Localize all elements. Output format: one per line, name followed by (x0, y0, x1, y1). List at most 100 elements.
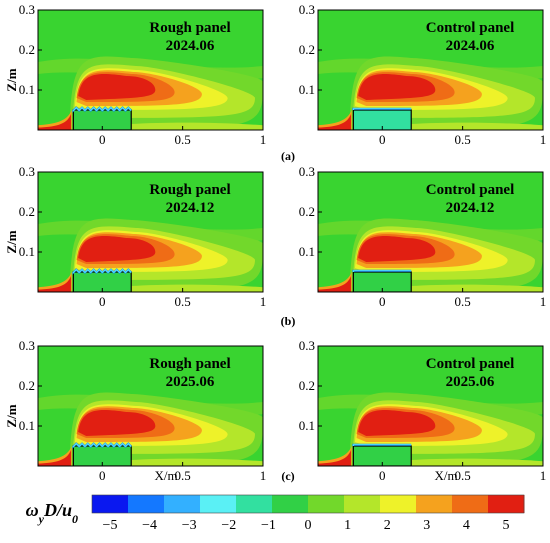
row-labels: (a) (b) (c) (281, 149, 296, 483)
colorbar: ωyD/u0 −5 −4 −3 −2 −1 0 1 2 3 4 5 (26, 494, 525, 533)
colorbar-tick-label: −2 (221, 518, 236, 533)
y-axis-label: Z/m (4, 404, 19, 427)
x-tick-label: 0 (99, 132, 106, 147)
colorbar-tick-label: −4 (142, 518, 157, 533)
panel-date: 2025.06 (446, 374, 495, 390)
row-label-c: (c) (281, 469, 294, 483)
colorbar-cell-minus1 (236, 495, 273, 513)
colorbar-tick-label: 1 (344, 518, 351, 533)
colorbar-tick-label: 2 (384, 518, 391, 533)
y-tick-label: 0.3 (19, 2, 35, 17)
panels-layer: 0 0.5 1 0.1 0.2 0.3 Z/m Rough panel 2024.06 0 0.5 1… (4, 2, 546, 483)
surface-shear-layer-inner (72, 442, 132, 448)
y-tick-label: 0.2 (299, 204, 315, 219)
colorbar-tick-label: 3 (423, 518, 430, 533)
y-tick-label: 0.3 (299, 338, 315, 353)
y-tick-label: 0.3 (299, 2, 315, 17)
row-label-a: (a) (281, 149, 295, 163)
y-tick-label: 0.3 (299, 164, 315, 179)
panel-date: 2024.06 (166, 38, 215, 54)
contour-field (318, 346, 543, 466)
contour-field (38, 172, 263, 292)
contour-wake-five (358, 74, 436, 100)
plot-frame (37, 171, 264, 293)
x-tick-label: 0 (99, 294, 106, 309)
colorbar-cell-minus4 (128, 495, 165, 513)
contour-ground-wake (131, 284, 263, 292)
contour-ground-wake (131, 122, 263, 130)
y-tick-label: 0.1 (19, 82, 35, 97)
panel-c-right: 0 0.5 1 0.1 0.2 0.3 X/m Control panel 2025.06 (299, 338, 547, 483)
colorbar-tick-label: −3 (182, 518, 197, 533)
x-tick-label: 1 (260, 132, 267, 147)
panel-date: 2024.12 (166, 200, 215, 216)
plot-frame (317, 345, 544, 467)
x-tick-label: 0 (379, 468, 386, 483)
y-tick-label: 0.1 (299, 244, 315, 259)
colorbar-cells (91, 494, 525, 514)
x-tick-label: 0 (379, 294, 386, 309)
surface-shear-layer-inner (72, 106, 132, 112)
colorbar-tick-label: 4 (463, 518, 470, 533)
colorbar-ticks: −5 −4 −3 −2 −1 0 1 2 3 4 5 (103, 518, 510, 533)
y-axis-label: Z/m (4, 68, 19, 91)
x-tick-label: 0 (99, 468, 106, 483)
colorbar-cell-two (344, 495, 381, 513)
colorbar-cell-minus2 (200, 495, 237, 513)
y-tick-label: 0.1 (19, 244, 35, 259)
panel-box (352, 109, 412, 130)
panel-title: Control panel (426, 20, 514, 36)
panel-c-left: 0 0.5 1 0.1 0.2 0.3 Z/m X/m Rough panel 2025.06 (4, 338, 266, 483)
colorbar-cell-five_low (452, 495, 489, 513)
contour-ground-wake (411, 284, 543, 292)
contour-ground-five (38, 114, 71, 130)
x-tick-label: 0.5 (455, 468, 471, 483)
y-tick-label: 0.3 (19, 338, 35, 353)
y-axis-label: Z/m (4, 230, 19, 253)
x-tick-label: 1 (540, 468, 547, 483)
x-tick-label: 0.5 (455, 294, 471, 309)
panel-date: 2024.12 (446, 200, 495, 216)
panel-title: Control panel (426, 182, 514, 198)
y-tick-label: 0.1 (299, 82, 315, 97)
panel-title: Rough panel (149, 20, 230, 36)
contour-ground-wake (131, 458, 263, 466)
x-tick-label: 1 (260, 468, 267, 483)
colorbar-cell-minus3 (164, 495, 201, 513)
contour-field (38, 346, 263, 466)
x-tick-label: 0.5 (175, 132, 191, 147)
x-tick-label: 0 (379, 132, 386, 147)
contour-ground-five (318, 276, 351, 292)
colorbar-cell-three (380, 495, 417, 513)
contour-ground-five (38, 450, 71, 466)
x-tick-label: 0.5 (175, 294, 191, 309)
colorbar-tick-label: 5 (503, 518, 510, 533)
contour-ground-wake (411, 122, 543, 130)
contour-field (38, 10, 263, 130)
colorbar-frame (91, 494, 525, 514)
panel-title: Rough panel (149, 356, 230, 372)
colorbar-cell-five (488, 495, 525, 513)
panel-date: 2025.06 (166, 374, 215, 390)
plot-frame (317, 9, 544, 131)
x-axis-label: X/m (434, 468, 457, 483)
x-tick-label: 1 (540, 294, 547, 309)
contour-wake-five (78, 74, 156, 100)
panel-title: Control panel (426, 356, 514, 372)
y-tick-label: 0.3 (19, 164, 35, 179)
y-tick-label: 0.2 (19, 42, 35, 57)
contour-wake-five (78, 410, 156, 436)
y-tick-label: 0.1 (19, 418, 35, 433)
surface-shear-layer-inner (352, 108, 412, 110)
x-tick-label: 0.5 (175, 468, 191, 483)
panel-a-left: 0 0.5 1 0.1 0.2 0.3 Z/m Rough panel 2024.06 (4, 2, 266, 147)
colorbar-cell-minus5 (92, 495, 129, 513)
contour-field (318, 172, 543, 292)
panel-b-left: 0 0.5 1 0.1 0.2 0.3 Z/m Rough panel 2024.12 (4, 164, 266, 309)
y-tick-label: 0.2 (299, 378, 315, 393)
x-tick-label: 1 (260, 294, 267, 309)
colorbar-title: ωyD/u0 (26, 500, 78, 526)
surface-shear-layer-inner (352, 270, 412, 272)
colorbar-tick-label: −5 (103, 518, 118, 533)
